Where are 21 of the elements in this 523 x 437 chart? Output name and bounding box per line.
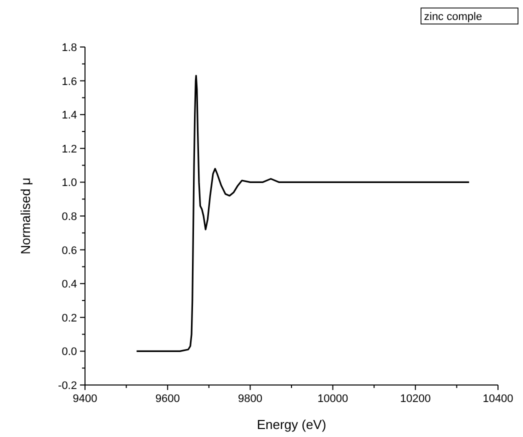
y-tick-label: 0.6 [62,244,77,257]
y-axis-title: Normalised μ [18,178,33,254]
y-tick-label: 1.2 [62,143,77,156]
x-tick-label: 9600 [155,393,180,405]
y-tick-label: 0.0 [62,346,77,358]
y-tick-label: 0.2 [62,312,77,324]
y-tick-label: 1.6 [62,76,77,88]
y-tick-label: -0.2 [58,380,77,392]
x-axis-title: Energy (eV) [256,417,326,432]
y-tick-label: 1.8 [62,42,77,54]
x-tick-label: 10200 [400,393,431,405]
x-tick-label: 9800 [238,393,262,405]
text: zinc comple [424,11,482,23]
y-tick-label: 1.4 [62,110,77,122]
y-tick-label: 0.4 [62,278,77,291]
line-series [136,74,470,352]
y-tick-label: 1.0 [62,177,77,190]
x-tick-label: 9400 [72,393,98,405]
x-tick-label: 10000 [318,393,348,405]
x-tick-label: 10400 [482,393,514,405]
y-tick-label: 0.8 [62,211,77,223]
